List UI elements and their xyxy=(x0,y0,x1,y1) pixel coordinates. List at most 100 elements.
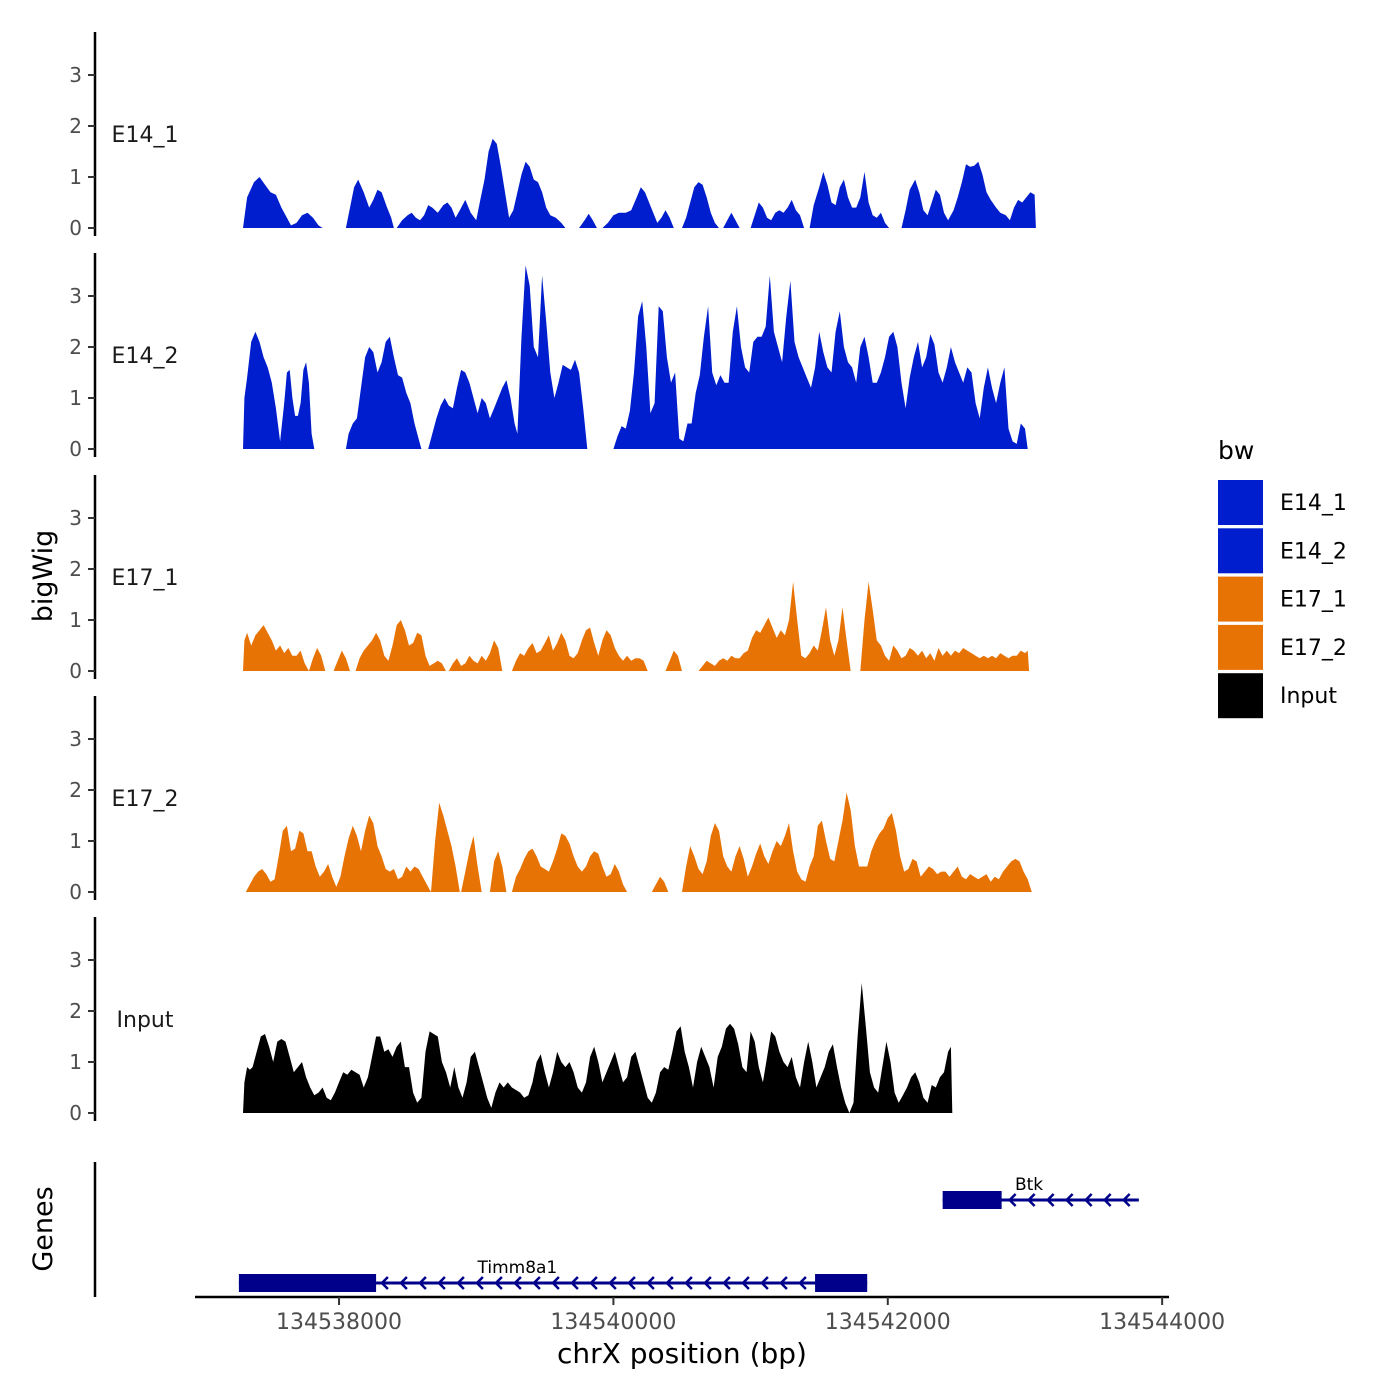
y-tick-label: 3 xyxy=(69,727,82,751)
track-panels: 0 1 2 3 E14_1 0 1 2 3 E14_2 0 1 2 3 E17_1 0 1 2 3 E17_2 0 1 2 3… xyxy=(69,32,1036,1125)
coverage-area-E14_2 xyxy=(243,265,1028,449)
strand-arrow xyxy=(722,1276,731,1290)
legend-title: bw xyxy=(1218,436,1254,465)
y-tick-label: 3 xyxy=(69,948,82,972)
strand-arrow xyxy=(418,1276,427,1290)
track-label: E14_2 xyxy=(112,344,179,369)
strand-arrow xyxy=(703,1276,712,1290)
gene-exon xyxy=(238,1274,377,1292)
strand-arrow xyxy=(456,1276,465,1290)
legend-item-E14_2: E14_2 xyxy=(1218,528,1347,574)
strand-arrow xyxy=(1064,1193,1074,1207)
strand-arrow xyxy=(741,1276,750,1290)
strand-arrow xyxy=(1083,1193,1093,1207)
y-tick-label: 1 xyxy=(69,386,82,410)
strand-arrow xyxy=(1007,1193,1017,1207)
gene-label: Timm8a1 xyxy=(476,1258,557,1278)
strand-arrow xyxy=(551,1276,560,1290)
genes-panel: Btk Timm8a1 xyxy=(93,1162,1139,1297)
y-tick-label: 0 xyxy=(69,659,82,683)
y-tick-label: 2 xyxy=(69,557,82,581)
strand-arrow xyxy=(1045,1193,1055,1207)
track-E14_2: 0 1 2 3 E14_2 xyxy=(69,253,1028,461)
legend-swatch xyxy=(1218,624,1263,670)
strand-arrow xyxy=(513,1276,522,1290)
strand-arrow xyxy=(684,1276,693,1290)
strand-arrow xyxy=(646,1276,655,1290)
legend-item-E17_1: E17_1 xyxy=(1218,576,1347,622)
legend-label: E17_1 xyxy=(1280,588,1347,613)
strand-arrow xyxy=(608,1276,617,1290)
x-tick-label: 134538000 xyxy=(276,1310,402,1335)
y-tick-label: 3 xyxy=(69,284,82,308)
legend: bw E14_1 E14_2 E17_1 E17_2 Input xyxy=(1218,436,1347,719)
gene-Btk: Btk xyxy=(942,1175,1139,1209)
x-tick-label: 134542000 xyxy=(825,1310,951,1335)
y-tick-label: 1 xyxy=(69,165,82,189)
track-label: Input xyxy=(117,1008,174,1033)
gene-Timm8a1: Timm8a1 xyxy=(238,1258,868,1292)
strand-arrow xyxy=(399,1276,408,1290)
strand-arrow xyxy=(1026,1193,1036,1207)
strand-arrow xyxy=(1102,1193,1112,1207)
x-tick-label: 134540000 xyxy=(550,1310,676,1335)
track-E14_1: 0 1 2 3 E14_1 xyxy=(69,32,1036,240)
legend-label: E14_2 xyxy=(1280,539,1347,564)
strand-arrow xyxy=(779,1276,788,1290)
y-tick-label: 0 xyxy=(69,880,82,904)
track-label: E17_1 xyxy=(112,566,179,591)
y-tick-label: 1 xyxy=(69,829,82,853)
y-tick-label: 2 xyxy=(69,999,82,1023)
y-tick-label: 1 xyxy=(69,1050,82,1074)
legend-label: Input xyxy=(1280,684,1337,709)
y-axis-title: bigWig xyxy=(28,530,59,623)
coverage-area-E17_1 xyxy=(243,581,1030,671)
strand-arrow xyxy=(380,1276,389,1290)
track-Input: 0 1 2 3 Input xyxy=(69,917,953,1125)
x-axis: 134538000 134540000 134542000 134544000 xyxy=(195,1295,1225,1335)
strand-arrow xyxy=(494,1276,503,1290)
y-tick-label: 3 xyxy=(69,506,82,530)
strand-arrow xyxy=(760,1276,769,1290)
coverage-area-Input xyxy=(243,983,953,1113)
gene-exon xyxy=(815,1274,868,1292)
genes-track-title: Genes xyxy=(28,1186,59,1271)
y-tick-label: 0 xyxy=(69,216,82,240)
strand-arrow xyxy=(475,1276,484,1290)
legend-label: E17_2 xyxy=(1280,636,1347,661)
strand-arrow xyxy=(570,1276,579,1290)
strand-arrow xyxy=(665,1276,674,1290)
y-tick-label: 2 xyxy=(69,114,82,138)
track-E17_1: 0 1 2 3 E17_1 xyxy=(69,475,1030,683)
track-label: E14_1 xyxy=(112,123,179,148)
y-tick-label: 1 xyxy=(69,608,82,632)
legend-swatch xyxy=(1218,480,1263,525)
x-tick-label: 134544000 xyxy=(1099,1310,1225,1335)
gene-label: Btk xyxy=(1015,1175,1043,1195)
strand-arrow xyxy=(798,1276,807,1290)
coverage-area-E17_2 xyxy=(245,792,1032,892)
track-label: E17_2 xyxy=(112,787,179,812)
y-tick-label: 0 xyxy=(69,437,82,461)
coverage-area-E14_1 xyxy=(243,138,1036,228)
legend-item-E14_1: E14_1 xyxy=(1218,480,1347,525)
strand-arrow xyxy=(627,1276,636,1290)
track-E17_2: 0 1 2 3 E17_2 xyxy=(69,696,1032,904)
y-tick-label: 0 xyxy=(69,1101,82,1125)
legend-swatch xyxy=(1218,673,1263,719)
strand-arrow xyxy=(589,1276,598,1290)
strand-arrow xyxy=(1121,1193,1131,1207)
x-axis-title: chrX position (bp) xyxy=(557,1337,807,1370)
strand-arrow xyxy=(532,1276,541,1290)
strand-arrow xyxy=(437,1276,446,1290)
legend-swatch xyxy=(1218,528,1263,574)
y-tick-label: 2 xyxy=(69,778,82,802)
legend-item-Input: Input xyxy=(1218,673,1337,719)
gene-exon xyxy=(942,1191,1002,1209)
legend-label: E14_1 xyxy=(1280,491,1347,516)
y-tick-label: 2 xyxy=(69,335,82,359)
y-tick-label: 3 xyxy=(69,63,82,87)
legend-swatch xyxy=(1218,576,1263,622)
legend-item-E17_2: E17_2 xyxy=(1218,624,1347,670)
